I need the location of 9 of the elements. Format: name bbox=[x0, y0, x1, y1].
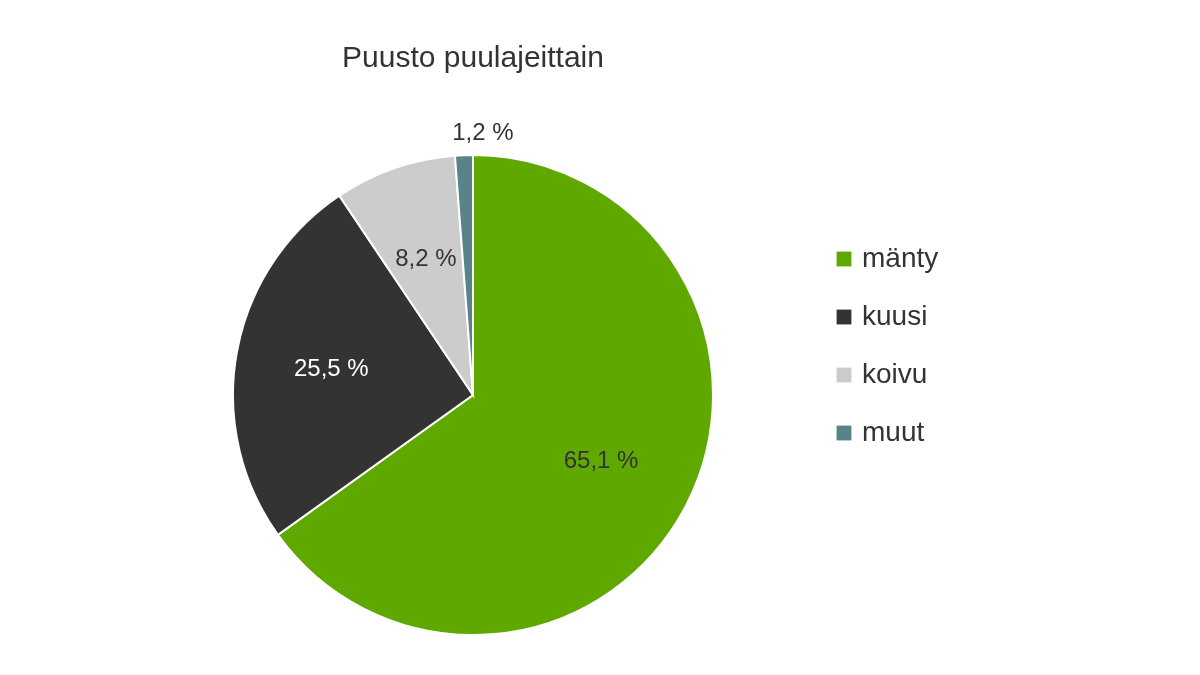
legend-label: koivu bbox=[862, 358, 928, 389]
data-label: 65,1 % bbox=[563, 445, 639, 473]
chart-title: Puusto puulajeittain bbox=[342, 40, 604, 73]
legend-label: mänty bbox=[862, 242, 939, 273]
legend-label: kuusi bbox=[862, 300, 928, 331]
data-label: 8,2 % bbox=[395, 243, 457, 271]
legend-label: muut bbox=[862, 416, 925, 447]
data-label: 25,5 % bbox=[293, 354, 369, 382]
data-label: 1,2 % bbox=[452, 118, 514, 146]
